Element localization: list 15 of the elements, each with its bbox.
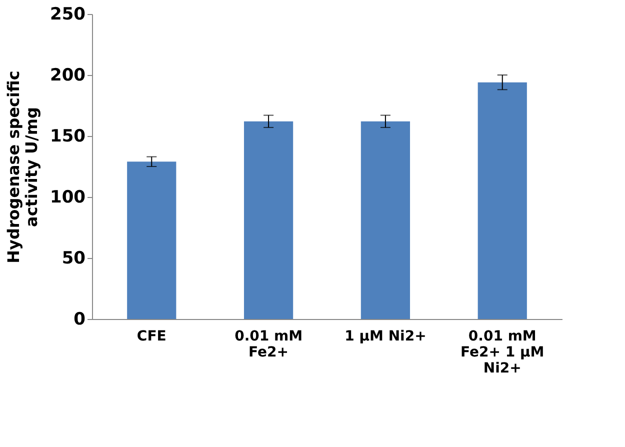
y-tick-label: 150 (50, 126, 86, 146)
y-tick-label: 100 (50, 188, 86, 208)
x-tick-label: 1 µM Ni2+ (344, 328, 426, 344)
y-tick-label: 250 (50, 4, 86, 24)
bar (244, 121, 294, 319)
bar (360, 121, 410, 319)
x-tick-label: 0.01 mM Fe2+ (234, 328, 303, 360)
bar (127, 162, 176, 319)
x-tick-label: CFE (136, 328, 166, 344)
bar (478, 82, 527, 319)
y-axis-title: Hydrogenase specific activity U/mg (4, 70, 42, 264)
x-tick-label: 0.01 mM Fe2+ 1 µM Ni2+ (460, 328, 544, 376)
y-tick-label: 0 (74, 310, 86, 330)
y-tick-label: 200 (50, 66, 86, 86)
y-tick-label: 50 (62, 248, 86, 268)
